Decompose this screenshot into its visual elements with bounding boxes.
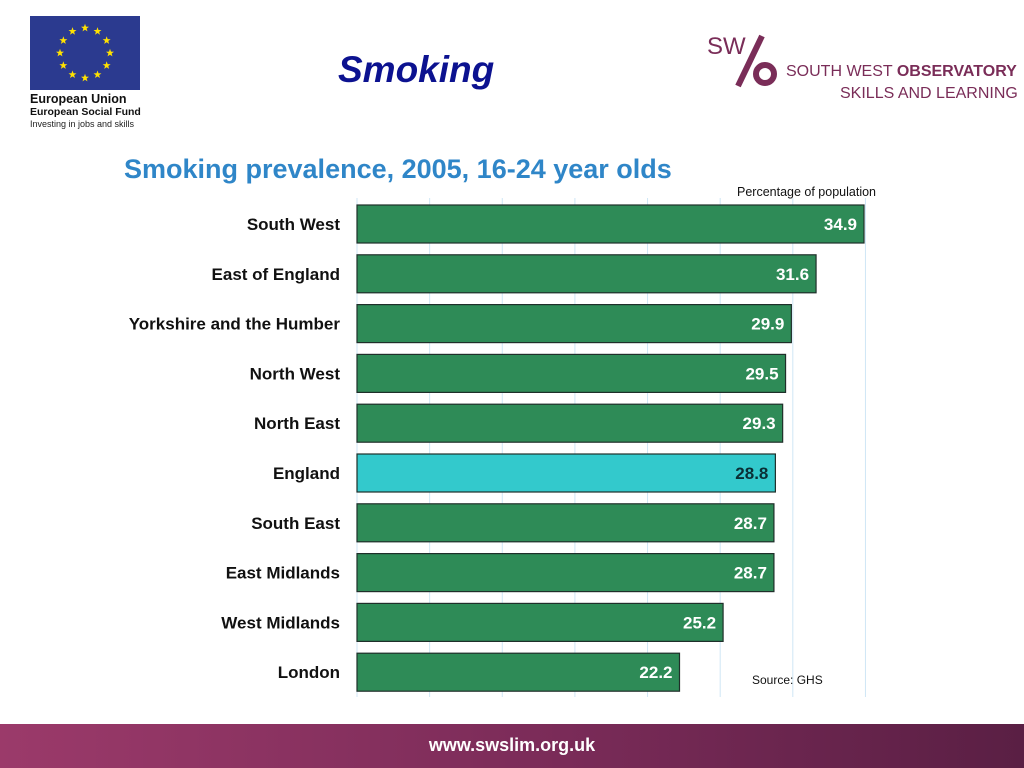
- eu-logo-subtitle: European Social Fund: [30, 106, 141, 118]
- swo-logo-line1: SOUTH WEST OBSERVATORY: [786, 63, 1017, 81]
- eu-logo-title: European Union: [30, 92, 127, 106]
- eu-star-icon: [56, 48, 64, 57]
- eu-flag-stars: [56, 23, 114, 82]
- eu-star-icon: [106, 48, 114, 57]
- eu-star-icon: [102, 36, 111, 44]
- category-label: West Midlands: [221, 613, 340, 632]
- eu-star-icon: [102, 61, 111, 69]
- category-label: Yorkshire and the Humber: [129, 315, 341, 334]
- swo-logo-circle: [753, 62, 777, 86]
- value-label: 34.9: [824, 215, 857, 234]
- value-label: 28.7: [734, 564, 767, 583]
- bar-north-west: [356, 353, 787, 393]
- category-label: South East: [251, 514, 340, 533]
- eu-logo-tagline: Investing in jobs and skills: [30, 119, 135, 129]
- swo-logo-line1-bold: OBSERVATORY: [896, 63, 1017, 80]
- bar-east-midlands: [356, 552, 775, 593]
- eu-star-icon: [68, 70, 77, 79]
- swo-logo-mark-icon: SW: [707, 33, 777, 88]
- chart-bars: [356, 204, 865, 692]
- eu-star-icon: [59, 36, 68, 44]
- value-label: 25.2: [683, 613, 716, 632]
- chart-title: Smoking prevalence, 2005, 16-24 year old…: [124, 154, 672, 184]
- value-label: 28.7: [734, 514, 767, 533]
- footer-bar: www.swslim.org.uk: [0, 724, 1024, 768]
- category-label: North East: [254, 414, 340, 433]
- category-label: London: [278, 663, 340, 682]
- chart-value-labels: 34.9 31.6 29.9 29.5 29.3 28.8 28.7 28.7 25.2 22.2: [639, 215, 857, 682]
- bar-chart: Smoking prevalence, 2005, 16-24 year old…: [124, 154, 876, 697]
- swo-logo-mark-text: SW: [707, 33, 746, 60]
- chart-unit-label: Percentage of population: [737, 185, 876, 199]
- bar-south-east: [356, 503, 775, 543]
- eu-star-icon: [59, 61, 68, 69]
- category-label: North West: [250, 364, 341, 383]
- eu-logo: European Union European Social Fund Inve…: [30, 16, 150, 130]
- swo-logo-line2: SKILLS AND LEARNING: [840, 85, 1018, 102]
- bar-east-of-england: [356, 254, 817, 294]
- swo-logo-line1-regular: SOUTH WEST: [786, 63, 897, 80]
- bar-london: [356, 652, 681, 692]
- swo-logo-slash: [735, 34, 765, 88]
- bar-england: [356, 453, 776, 493]
- value-label: 29.3: [743, 414, 776, 433]
- bar-north-east: [356, 403, 784, 443]
- category-label: South West: [247, 215, 341, 234]
- eu-star-icon: [93, 27, 102, 35]
- chart-source: Source: GHS: [752, 673, 823, 687]
- eu-star-icon: [81, 23, 89, 32]
- category-label: East of England: [212, 265, 340, 284]
- eu-flag-icon: [30, 16, 140, 90]
- chart-category-labels: South West East of England Yorkshire and t…: [129, 215, 341, 682]
- value-label: 29.9: [751, 315, 784, 334]
- value-label: 29.5: [745, 364, 778, 383]
- eu-star-icon: [68, 27, 77, 35]
- value-label: 31.6: [776, 265, 809, 284]
- swo-logo: SW SOUTH WEST OBSERVATORY SKILLS AND LEA…: [704, 30, 1018, 110]
- bar-yorkshire-and-the-humber: [356, 304, 792, 344]
- bar-west-midlands: [356, 602, 724, 643]
- bar-south-west: [356, 204, 865, 244]
- category-label: East Midlands: [226, 564, 340, 583]
- value-label: 22.2: [639, 663, 672, 682]
- eu-star-icon: [81, 73, 89, 82]
- eu-star-icon: [93, 70, 102, 79]
- footer-url-link[interactable]: www.swslim.org.uk: [428, 735, 596, 755]
- category-label: England: [273, 464, 340, 483]
- value-label: 28.8: [735, 464, 768, 483]
- slide-title: Smoking: [338, 49, 495, 90]
